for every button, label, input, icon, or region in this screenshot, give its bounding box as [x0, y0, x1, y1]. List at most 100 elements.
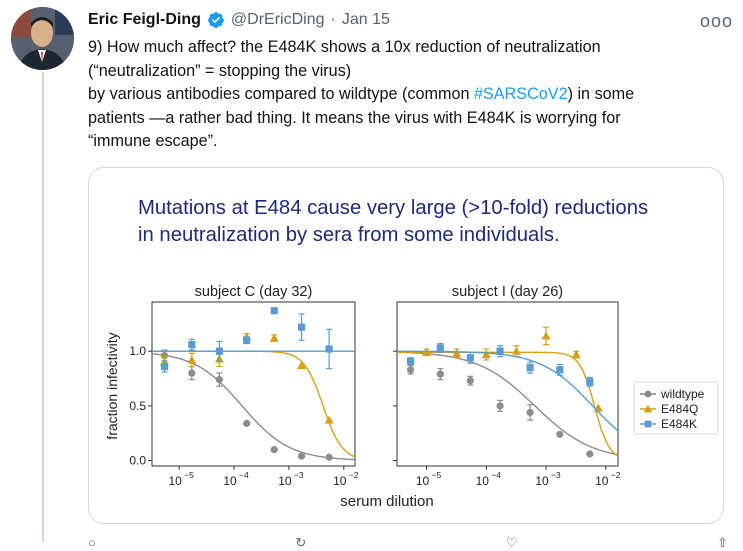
fit-curve-wildtype	[396, 351, 619, 456]
data-point-E484Q	[452, 348, 462, 357]
media-card[interactable]: Mutations at E484 cause very large (>10-…	[88, 167, 724, 524]
like-icon[interactable]: ♡	[505, 535, 518, 550]
legend-label-E484Q: E484Q	[661, 402, 698, 416]
separator-dot: ·	[330, 11, 336, 28]
x-tick-label: 10	[416, 474, 430, 488]
data-point-E484K	[556, 366, 564, 374]
data-point-E484Q	[297, 360, 307, 370]
data-point-E484Q	[481, 349, 491, 359]
y-tick-label: 0.5	[129, 399, 146, 413]
data-point-E484K	[325, 345, 333, 353]
chart-frame	[396, 301, 619, 467]
fit-curve-E484Q	[397, 351, 619, 457]
author-handle[interactable]: @DrEricDing	[230, 11, 325, 28]
tweet-date[interactable]: Jan 15	[341, 11, 390, 28]
legend-box	[633, 381, 719, 435]
data-point-wildtype	[297, 452, 306, 460]
more-options-icon[interactable]: ooo	[700, 11, 734, 31]
data-point-wildtype	[215, 376, 223, 384]
tweet-line-4: patients —a rather bad thing. It means t…	[88, 108, 621, 127]
chart-frame	[151, 301, 356, 467]
data-point-E484Q	[324, 415, 334, 424]
data-point-E484K	[243, 336, 251, 344]
author-name[interactable]: Eric Feigl-Ding	[88, 11, 201, 28]
data-point-E484K	[466, 354, 474, 362]
data-point-E484K	[496, 347, 504, 355]
data-point-E484K	[215, 347, 223, 355]
legend-label-wildtype: wildtype	[660, 387, 705, 401]
x-tick-exponent: −2	[611, 470, 621, 480]
retweet-icon[interactable]: ↻	[295, 535, 307, 550]
data-point-wildtype	[496, 402, 504, 410]
tweet-text: 9) How much affect? the E484K shows a 10…	[88, 36, 728, 154]
x-tick-label: 10	[535, 474, 549, 488]
data-point-wildtype	[556, 430, 564, 438]
figure-title-line-2: in neutralization by sera from some indi…	[138, 224, 560, 246]
x-tick-label: 10	[595, 474, 609, 488]
avatar[interactable]	[11, 7, 74, 70]
data-point-E484Q	[511, 346, 521, 355]
fit-curve-E484Q	[152, 350, 356, 458]
x-tick-label: 10	[278, 474, 292, 488]
y-axis-label: fraction infectivity	[104, 332, 120, 439]
data-point-wildtype	[526, 408, 534, 417]
tweet-line-3-start: by various antibodies compared to wildty…	[88, 85, 474, 103]
x-tick-label: 10	[476, 474, 490, 488]
share-icon[interactable]: ⇧	[717, 535, 728, 550]
chart-panel-1: subject C (day 32)0.00.51.010 −5 10 −4 10 −3 1…	[129, 284, 358, 488]
chart-panel-2: subject I (day 26)10 −5 10 −4 10 −3 10 −2	[393, 284, 621, 488]
data-point-wildtype	[188, 369, 196, 377]
avatar-photo	[11, 7, 74, 70]
fit-curve-E484K	[397, 350, 619, 432]
data-point-E484K	[406, 357, 415, 365]
thread-connector-line	[42, 72, 44, 543]
data-point-wildtype	[436, 370, 444, 378]
data-point-E484K	[586, 378, 594, 386]
x-tick-exponent: −3	[551, 470, 561, 480]
x-tick-exponent: −4	[491, 470, 501, 480]
data-point-E484Q	[269, 333, 279, 342]
data-point-wildtype	[160, 351, 169, 360]
tweet-line-2: (“neutralization” = stopping the virus)	[88, 61, 352, 80]
fit-curve-wildtype	[151, 352, 356, 461]
x-tick-exponent: −2	[349, 470, 359, 480]
data-point-wildtype	[325, 453, 333, 461]
data-point-wildtype	[243, 419, 251, 427]
data-point-wildtype	[466, 377, 474, 385]
x-tick-exponent: −5	[432, 470, 442, 480]
data-point-E484K	[526, 364, 534, 372]
legend-marker-E484K	[644, 420, 652, 428]
data-point-E484K	[160, 362, 169, 371]
legend-label-E484K: E484K	[661, 417, 697, 431]
panel-title: subject C (day 32)	[195, 284, 313, 300]
x-tick-exponent: −3	[294, 470, 304, 480]
x-tick-exponent: −5	[184, 470, 194, 480]
x-tick-label: 10	[333, 474, 347, 488]
reply-icon[interactable]: ○	[88, 535, 96, 550]
x-tick-exponent: −4	[239, 470, 249, 480]
x-tick-label: 10	[223, 474, 237, 488]
tweet-header: Eric Feigl-Ding @DrEricDing · Jan 15	[88, 9, 390, 31]
data-point-wildtype	[270, 446, 278, 454]
figure-title-line-1: Mutations at E484 cause very large (>10-…	[138, 197, 649, 219]
x-tick-label: 10	[168, 474, 182, 488]
action-bar: ○ ↻ ♡ ⇧	[88, 535, 728, 551]
tweet-line-3-end: ) in some	[567, 85, 635, 103]
data-point-wildtype	[406, 366, 415, 374]
hashtag-link[interactable]: #SARSCoV2	[474, 85, 568, 103]
figure-title: Mutations at E484 cause very large (>10-…	[138, 195, 648, 249]
data-point-E484K	[297, 323, 306, 331]
data-point-wildtype	[586, 450, 594, 458]
panel-title: subject I (day 26)	[452, 284, 563, 300]
legend-marker-E484Q	[643, 404, 653, 413]
data-point-E484Q	[187, 355, 197, 364]
data-point-E484Q	[541, 331, 551, 340]
data-point-E484K	[188, 341, 196, 349]
tweet-line-5: “immune escape”.	[88, 132, 218, 150]
data-point-E484K	[270, 307, 278, 315]
legend-marker-wildtype	[644, 390, 652, 398]
data-point-E484Q	[571, 349, 581, 359]
tweet-line-3: by various antibodies compared to wildty…	[88, 83, 728, 107]
data-point-E484K	[436, 344, 444, 352]
